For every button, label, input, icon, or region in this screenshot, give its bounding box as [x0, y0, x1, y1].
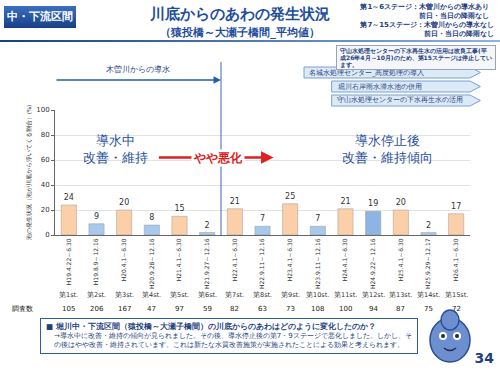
html-text:守山水処理センターの下水再生水の活用は改良工事(平成26年4: 守山水処理センターの下水再生水の活用は改良工事(平成26年4月～10月)のため、…: [340, 47, 492, 68]
svg-text:100: 100: [36, 106, 49, 114]
svg-text:87: 87: [396, 305, 405, 313]
svg-text:第2st.: 第2st.: [87, 291, 106, 299]
svg-text:H20.4.1～6.30: H20.4.1～6.30: [120, 238, 127, 281]
svg-text:泡の発生状況（泡が川底から浮いてくる割合）(%): 泡の発生状況（泡が川底から浮いてくる割合）(%): [25, 105, 33, 241]
svg-text:21: 21: [230, 197, 240, 206]
svg-text:H21.9.27～12.16: H21.9.27～12.16: [203, 238, 210, 289]
svg-text:H19.4.22～6.30: H19.4.22～6.30: [65, 238, 72, 285]
svg-text:24: 24: [64, 193, 74, 202]
svg-text:21: 21: [340, 197, 350, 206]
svg-text:第14st.: 第14st.: [417, 291, 440, 299]
html-text:前日・当日の降雨なし: 前日・当日の降雨なし: [424, 29, 494, 38]
svg-text:20: 20: [396, 198, 406, 207]
svg-text:206: 206: [90, 305, 104, 313]
svg-text:72: 72: [452, 305, 461, 313]
html-text:第7～15ステージ：木曽川からの導水なし: 第7～15ステージ：木曽川からの導水なし: [360, 21, 494, 29]
svg-text:47: 47: [147, 305, 156, 313]
svg-text:H26.4.1～6.30: H26.4.1～6.30: [452, 238, 459, 281]
svg-text:63: 63: [258, 305, 267, 313]
svg-text:105: 105: [62, 305, 75, 313]
svg-text:第9st.: 第9st.: [281, 291, 300, 299]
html-text:川底からのあわの発生状況: 川底からのあわの発生状況: [150, 5, 330, 23]
svg-text:H22.4.1～6.30: H22.4.1～6.30: [231, 238, 238, 281]
svg-text:H20.9.28～12.16: H20.9.28～12.16: [148, 238, 155, 289]
svg-text:名城水処理センター_高度処理の導入: 名城水処理センター_高度処理の導入: [309, 69, 424, 77]
svg-text:75: 75: [424, 305, 433, 313]
svg-text:0: 0: [45, 231, 49, 239]
svg-text:25: 25: [285, 192, 295, 201]
html-text:中・下流区間: 中・下流区間: [7, 10, 73, 23]
html-text:前日・当日の降雨なし: 前日・当日の降雨なし: [419, 11, 490, 20]
svg-text:100: 100: [339, 305, 352, 313]
svg-text:導水中改善・維持: 導水中改善・維持: [83, 133, 148, 165]
svg-text:20: 20: [41, 206, 50, 214]
svg-text:20: 20: [119, 198, 129, 207]
svg-text:第8st.: 第8st.: [253, 291, 272, 299]
svg-text:H19.8.9～12.16: H19.8.9～12.16: [92, 238, 99, 285]
svg-text:導水停止後改善・維持傾向: 導水停止後改善・維持傾向: [342, 133, 433, 165]
svg-text:第6st.: 第6st.: [198, 291, 217, 299]
svg-text:堀川右岸雨水滞水池の併用: 堀川右岸雨水滞水池の併用: [337, 83, 422, 91]
svg-text:H25.4.1～6.30: H25.4.1～6.30: [397, 238, 404, 281]
html-text:（猿投橋～大瀬子橋間_平均値）: （猿投橋～大瀬子橋間_平均値）: [160, 26, 320, 39]
html-text:第1～6ステージ：木曽川からの導水あり: 第1～6ステージ：木曽川からの導水あり: [360, 3, 490, 11]
svg-text:40: 40: [41, 181, 50, 189]
svg-text:H25.9.29～12.17: H25.9.29～12.17: [424, 238, 431, 289]
html-text:34: 34: [474, 350, 494, 366]
svg-text:2: 2: [205, 221, 210, 230]
svg-text:第5st.: 第5st.: [170, 291, 189, 299]
svg-text:第13st.: 第13st.: [389, 291, 412, 299]
svg-text:7: 7: [315, 214, 320, 223]
svg-text:第3st.: 第3st.: [115, 291, 134, 299]
svg-text:19: 19: [368, 199, 378, 208]
html-text:■ 堀川中・下流区間（猿投橋～大瀬子橋間）の川底からのあわは: ■ 堀川中・下流区間（猿投橋～大瀬子橋間）の川底からのあわはどのように変化したの…: [46, 322, 376, 331]
svg-text:108: 108: [311, 305, 324, 313]
svg-text:2: 2: [426, 221, 431, 230]
svg-text:H22.9.11～12.16: H22.9.11～12.16: [258, 238, 265, 289]
html-text:→導水中に改善・維持の傾向が見られました。その後、導水停止後: →導水中に改善・維持の傾向が見られました。その後、導水停止後の第7・9ステージで…: [54, 332, 412, 349]
svg-text:やや悪化: やや悪化: [193, 151, 243, 165]
svg-text:167: 167: [118, 305, 131, 313]
svg-text:第1st.: 第1st.: [59, 291, 78, 299]
svg-text:調査数: 調査数: [12, 305, 33, 313]
svg-text:94: 94: [369, 305, 378, 313]
svg-text:15: 15: [174, 204, 184, 213]
svg-text:73: 73: [286, 305, 295, 313]
svg-text:木曽川からの導水: 木曽川からの導水: [106, 65, 170, 74]
svg-text:97: 97: [175, 305, 184, 313]
svg-text:59: 59: [203, 305, 212, 313]
svg-text:第10st.: 第10st.: [306, 291, 329, 299]
svg-text:第7st.: 第7st.: [225, 291, 244, 299]
svg-text:守山水処理センターの下水再生水の活用: 守山水処理センターの下水再生水の活用: [337, 96, 463, 104]
svg-text:H24.4.1～6.30: H24.4.1～6.30: [341, 238, 348, 281]
svg-text:第11st.: 第11st.: [334, 291, 357, 299]
svg-text:H21.4.1～6.30: H21.4.1～6.30: [175, 238, 182, 281]
svg-text:第15st.: 第15st.: [445, 291, 468, 299]
svg-text:第4st.: 第4st.: [142, 291, 161, 299]
svg-text:H24.9.22～12.16: H24.9.22～12.16: [369, 238, 376, 289]
svg-text:82: 82: [230, 305, 239, 313]
svg-text:第12st.: 第12st.: [362, 291, 385, 299]
svg-text:H23.9.11～12.16: H23.9.11～12.16: [314, 238, 321, 289]
svg-text:17: 17: [451, 202, 461, 211]
svg-text:9: 9: [94, 212, 99, 221]
svg-text:8: 8: [149, 213, 154, 222]
svg-text:H23.4.1～6.30: H23.4.1～6.30: [286, 238, 293, 281]
svg-text:7: 7: [260, 214, 265, 223]
svg-text:80: 80: [41, 131, 50, 139]
svg-text:60: 60: [41, 156, 50, 164]
